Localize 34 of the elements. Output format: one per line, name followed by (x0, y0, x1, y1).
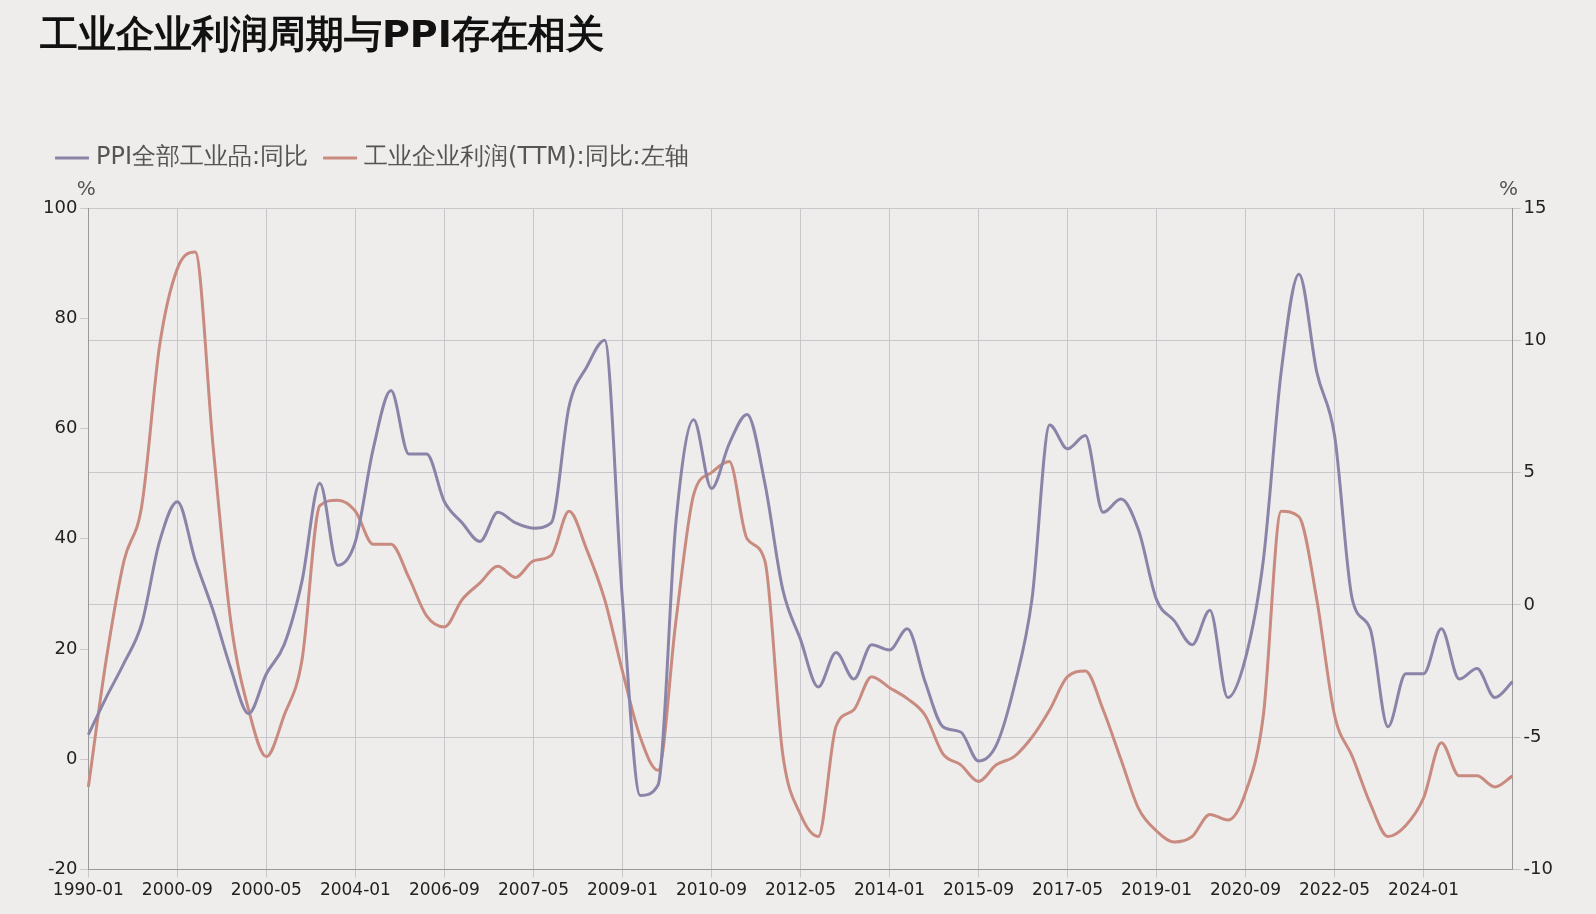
y-tick-label: 100 (43, 195, 78, 217)
x-tick-label: 2017-05 (1032, 879, 1104, 900)
y2-tick-label: -10 (1523, 857, 1554, 879)
y2-tick-label: 0 (1523, 592, 1536, 614)
x-tick-label: 2010-09 (675, 879, 747, 900)
y2-tick-label: -5 (1523, 724, 1542, 746)
legend-label: PPI全部工业品:同比 (96, 142, 309, 171)
y2-tick-label: 5 (1523, 460, 1536, 482)
y2-axis-title: % (1499, 176, 1519, 201)
x-tick-label: 2012-05 (764, 879, 836, 900)
x-tick-label: 2019-01 (1121, 879, 1193, 900)
x-tick-label: 2000-05 (230, 879, 302, 900)
x-tick-label: 2024-01 (1388, 879, 1460, 900)
x-tick-label: 1990-01 (52, 879, 124, 900)
y-tick-label: 60 (54, 416, 78, 438)
x-tick-label: 2007-05 (497, 879, 569, 900)
y2-tick-label: 15 (1523, 195, 1547, 217)
y-tick-label: 40 (54, 526, 78, 548)
y-tick-label: 0 (65, 747, 78, 769)
x-tick-label: 2009-01 (586, 879, 658, 900)
x-tick-label: 2004-01 (319, 879, 391, 900)
y-axis-title: % (76, 176, 96, 201)
legend-label: 工业企业利润(TTM):同比:左轴 (364, 142, 689, 171)
x-tick-label: 2020-09 (1210, 879, 1282, 900)
chart-title: 工业企业利润周期与PPI存在相关 (40, 11, 604, 56)
x-tick-label: 2006-09 (408, 879, 480, 900)
y-tick-label: 20 (54, 636, 78, 658)
x-tick-label: 2014-01 (853, 879, 926, 900)
y2-tick-label: 10 (1523, 327, 1547, 349)
x-tick-label: 2015-09 (942, 879, 1015, 900)
x-tick-label: 2000-09 (141, 879, 213, 900)
y-tick-label: -20 (47, 857, 78, 879)
x-tick-label: 2022-05 (1299, 879, 1371, 900)
y-tick-label: 80 (54, 305, 78, 327)
